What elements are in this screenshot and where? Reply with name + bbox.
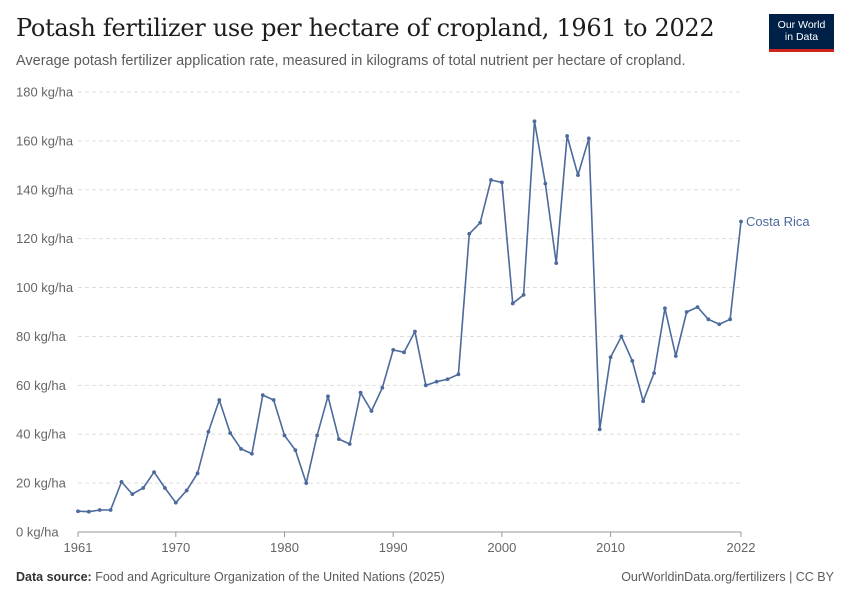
- data-point: [184, 488, 189, 493]
- data-source: Data source: Food and Agriculture Organi…: [16, 570, 445, 584]
- data-point: [228, 431, 233, 435]
- data-point: [282, 433, 287, 438]
- data-point: [163, 486, 167, 490]
- data-point: [543, 181, 548, 186]
- series-layer: [76, 119, 743, 514]
- data-point: [380, 385, 385, 390]
- y-tick-label: 60 kg/ha: [16, 378, 67, 393]
- data-point: [86, 509, 91, 514]
- y-tick-label: 0 kg/ha: [16, 525, 59, 540]
- data-point: [510, 301, 515, 306]
- data-point: [489, 178, 493, 182]
- data-point: [119, 479, 124, 484]
- data-point: [717, 322, 722, 327]
- x-tick-label: 2010: [596, 540, 625, 555]
- data-source-label: Data source:: [16, 570, 92, 584]
- data-point: [608, 355, 613, 360]
- data-point: [641, 399, 646, 404]
- data-point: [739, 219, 743, 224]
- axis-layer: 0 kg/ha 20 kg/ha 40 kg/ha 60 kg/ha 80 kg/ha 1…: [16, 85, 755, 556]
- data-point: [152, 470, 156, 475]
- data-point: [706, 317, 711, 322]
- data-point: [358, 390, 363, 395]
- y-tick-label: 180 kg/ha: [16, 85, 74, 100]
- data-point: [499, 180, 504, 185]
- data-point: [652, 371, 656, 376]
- data-point: [673, 354, 678, 358]
- logo-line-1: Our World: [777, 19, 826, 31]
- data-point: [304, 481, 309, 486]
- data-point: [576, 173, 580, 178]
- data-point: [684, 310, 689, 314]
- data-point: [250, 451, 254, 456]
- data-point: [315, 433, 320, 438]
- data-point: [271, 398, 276, 402]
- data-point: [326, 394, 330, 399]
- data-point: [108, 508, 113, 512]
- y-tick-label: 20 kg/ha: [16, 476, 67, 491]
- data-point: [695, 305, 700, 310]
- data-point: [663, 306, 667, 311]
- source-link[interactable]: OurWorldinData.org/fertilizers | CC BY: [621, 570, 834, 584]
- data-point: [467, 231, 472, 236]
- data-point: [391, 347, 396, 352]
- data-point: [76, 509, 80, 514]
- data-point: [728, 317, 733, 322]
- data-point: [565, 134, 569, 138]
- label-layer: Costa Rica: [746, 214, 810, 229]
- data-source-text: Food and Agriculture Organization of the…: [95, 570, 445, 584]
- data-point: [554, 261, 559, 266]
- data-point: [141, 486, 146, 490]
- data-point: [206, 429, 211, 434]
- y-tick-label: 100 kg/ha: [16, 280, 74, 295]
- series-label: Costa Rica: [746, 214, 810, 229]
- grid-layer: [78, 91, 741, 533]
- x-tick-label: 1970: [161, 540, 190, 555]
- x-tick-label: 2022: [727, 540, 756, 555]
- data-point: [434, 379, 439, 384]
- data-point: [586, 136, 591, 141]
- data-point: [521, 292, 526, 297]
- x-tick-label: 1990: [379, 540, 408, 555]
- data-point: [532, 119, 537, 124]
- owid-logo[interactable]: Our World in Data: [769, 14, 834, 52]
- x-tick-label: 1980: [270, 540, 299, 555]
- y-tick-label: 80 kg/ha: [16, 329, 67, 344]
- data-point: [456, 372, 461, 377]
- data-point: [423, 383, 428, 388]
- data-point: [293, 448, 298, 453]
- data-point: [478, 220, 483, 225]
- data-point: [630, 358, 635, 363]
- data-point: [195, 471, 200, 476]
- data-point: [369, 409, 374, 413]
- data-point: [347, 442, 352, 446]
- data-point: [173, 500, 178, 505]
- chart-subtitle: Average potash fertilizer application ra…: [16, 53, 686, 69]
- data-point: [130, 492, 135, 497]
- data-point: [445, 377, 450, 382]
- x-tick-label: 2000: [487, 540, 516, 555]
- data-point: [597, 427, 602, 432]
- data-point: [239, 446, 243, 451]
- data-point: [260, 393, 265, 398]
- data-point: [413, 329, 417, 334]
- y-tick-label: 40 kg/ha: [16, 427, 67, 442]
- y-tick-label: 120 kg/ha: [16, 231, 74, 246]
- y-tick-label: 160 kg/ha: [16, 133, 74, 148]
- chart-title: Potash fertilizer use per hectare of cro…: [16, 14, 715, 42]
- series-line: [77, 120, 742, 513]
- data-point: [402, 350, 406, 355]
- logo-line-2: in Data: [784, 31, 819, 43]
- y-tick-label: 140 kg/ha: [16, 182, 74, 197]
- data-point: [336, 437, 341, 442]
- data-point: [619, 334, 624, 339]
- x-tick-label: 1961: [64, 540, 93, 555]
- data-point: [217, 398, 222, 402]
- data-point: [97, 508, 102, 512]
